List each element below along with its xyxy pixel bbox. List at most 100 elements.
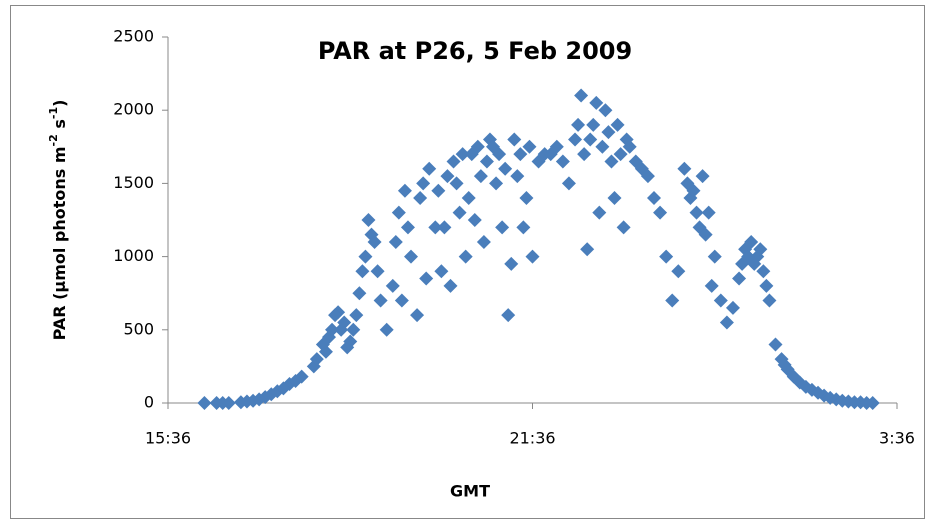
y-tick-label: 1000 bbox=[113, 246, 154, 265]
data-point bbox=[701, 205, 716, 220]
data-point bbox=[328, 308, 343, 323]
x-tick-label: 15:36 bbox=[145, 429, 191, 448]
y-tick-label: 1500 bbox=[113, 173, 154, 192]
data-point bbox=[653, 205, 668, 220]
data-point bbox=[394, 293, 409, 308]
data-point bbox=[516, 220, 531, 235]
data-point bbox=[753, 242, 768, 257]
y-tick-label: 0 bbox=[144, 393, 154, 412]
data-point bbox=[616, 220, 631, 235]
data-point bbox=[719, 315, 734, 330]
data-point bbox=[446, 154, 461, 169]
y-axis-title-sup: -1 bbox=[47, 107, 60, 119]
data-point bbox=[397, 183, 412, 198]
data-point bbox=[847, 395, 862, 410]
data-point bbox=[592, 205, 607, 220]
data-point bbox=[777, 357, 792, 372]
data-point bbox=[504, 256, 519, 271]
data-point bbox=[811, 385, 826, 400]
data-point bbox=[513, 147, 528, 162]
x-tick-label: 21:36 bbox=[509, 429, 555, 448]
data-point bbox=[522, 139, 537, 154]
data-point bbox=[239, 394, 254, 409]
data-point bbox=[355, 264, 370, 279]
data-point bbox=[549, 139, 564, 154]
data-point bbox=[461, 191, 476, 206]
data-point bbox=[595, 139, 610, 154]
data-point bbox=[358, 249, 373, 264]
data-point bbox=[400, 220, 415, 235]
data-point bbox=[571, 117, 586, 132]
data-point bbox=[340, 340, 355, 355]
data-point bbox=[798, 379, 813, 394]
data-point bbox=[449, 176, 464, 191]
data-point bbox=[583, 132, 598, 147]
data-point bbox=[352, 286, 367, 301]
data-point bbox=[762, 293, 777, 308]
data-point bbox=[607, 191, 622, 206]
data-point bbox=[215, 396, 230, 410]
data-point bbox=[695, 169, 710, 184]
data-point bbox=[388, 234, 403, 249]
y-tick-label: 500 bbox=[123, 319, 154, 338]
data-point bbox=[373, 293, 388, 308]
data-point bbox=[264, 387, 279, 402]
data-point bbox=[413, 191, 428, 206]
data-point bbox=[574, 88, 589, 103]
data-point bbox=[759, 278, 774, 293]
data-point bbox=[197, 396, 212, 410]
data-point bbox=[707, 249, 722, 264]
data-point bbox=[458, 249, 473, 264]
data-point bbox=[321, 330, 336, 345]
data-point bbox=[422, 161, 437, 176]
y-tick-label: 2500 bbox=[113, 27, 154, 46]
data-point bbox=[677, 161, 692, 176]
data-point bbox=[698, 227, 713, 242]
data-point bbox=[501, 308, 516, 323]
data-point bbox=[659, 249, 674, 264]
data-point bbox=[555, 154, 570, 169]
x-axis-title: GMT bbox=[450, 482, 490, 501]
data-point bbox=[598, 103, 613, 118]
data-point bbox=[467, 213, 482, 227]
data-point bbox=[252, 392, 267, 407]
data-point bbox=[428, 220, 443, 235]
data-point bbox=[747, 256, 762, 271]
data-point bbox=[276, 381, 291, 396]
y-axis-title-part: PAR (µmol photons m bbox=[50, 146, 69, 340]
chart-title: PAR at P26, 5 Feb 2009 bbox=[318, 37, 632, 65]
y-axis-title-sup: -2 bbox=[47, 134, 60, 146]
data-point bbox=[519, 191, 534, 206]
data-point bbox=[370, 264, 385, 279]
data-point bbox=[495, 220, 510, 235]
data-point bbox=[346, 322, 361, 337]
data-point bbox=[725, 300, 740, 315]
data-point bbox=[385, 278, 400, 293]
data-point bbox=[689, 205, 704, 220]
data-point bbox=[580, 242, 595, 257]
data-point bbox=[334, 322, 349, 337]
data-point bbox=[473, 169, 488, 184]
data-point bbox=[479, 154, 494, 169]
data-point bbox=[610, 117, 625, 132]
data-point bbox=[568, 132, 583, 147]
data-point bbox=[349, 308, 364, 323]
data-point bbox=[443, 278, 458, 293]
y-tick-label: 2000 bbox=[113, 100, 154, 119]
y-axis-title: PAR (µmol photons m-2 s-1) bbox=[47, 100, 69, 341]
data-point bbox=[391, 205, 406, 220]
data-point bbox=[671, 264, 686, 279]
data-point bbox=[586, 117, 601, 132]
data-point bbox=[601, 125, 616, 140]
data-point bbox=[364, 227, 379, 242]
data-point bbox=[440, 169, 455, 184]
data-point bbox=[455, 147, 470, 162]
data-point bbox=[823, 390, 838, 405]
data-point bbox=[859, 396, 874, 410]
data-point bbox=[492, 147, 507, 162]
chart-border bbox=[10, 5, 925, 519]
data-point bbox=[434, 264, 449, 279]
data-point bbox=[686, 183, 701, 198]
